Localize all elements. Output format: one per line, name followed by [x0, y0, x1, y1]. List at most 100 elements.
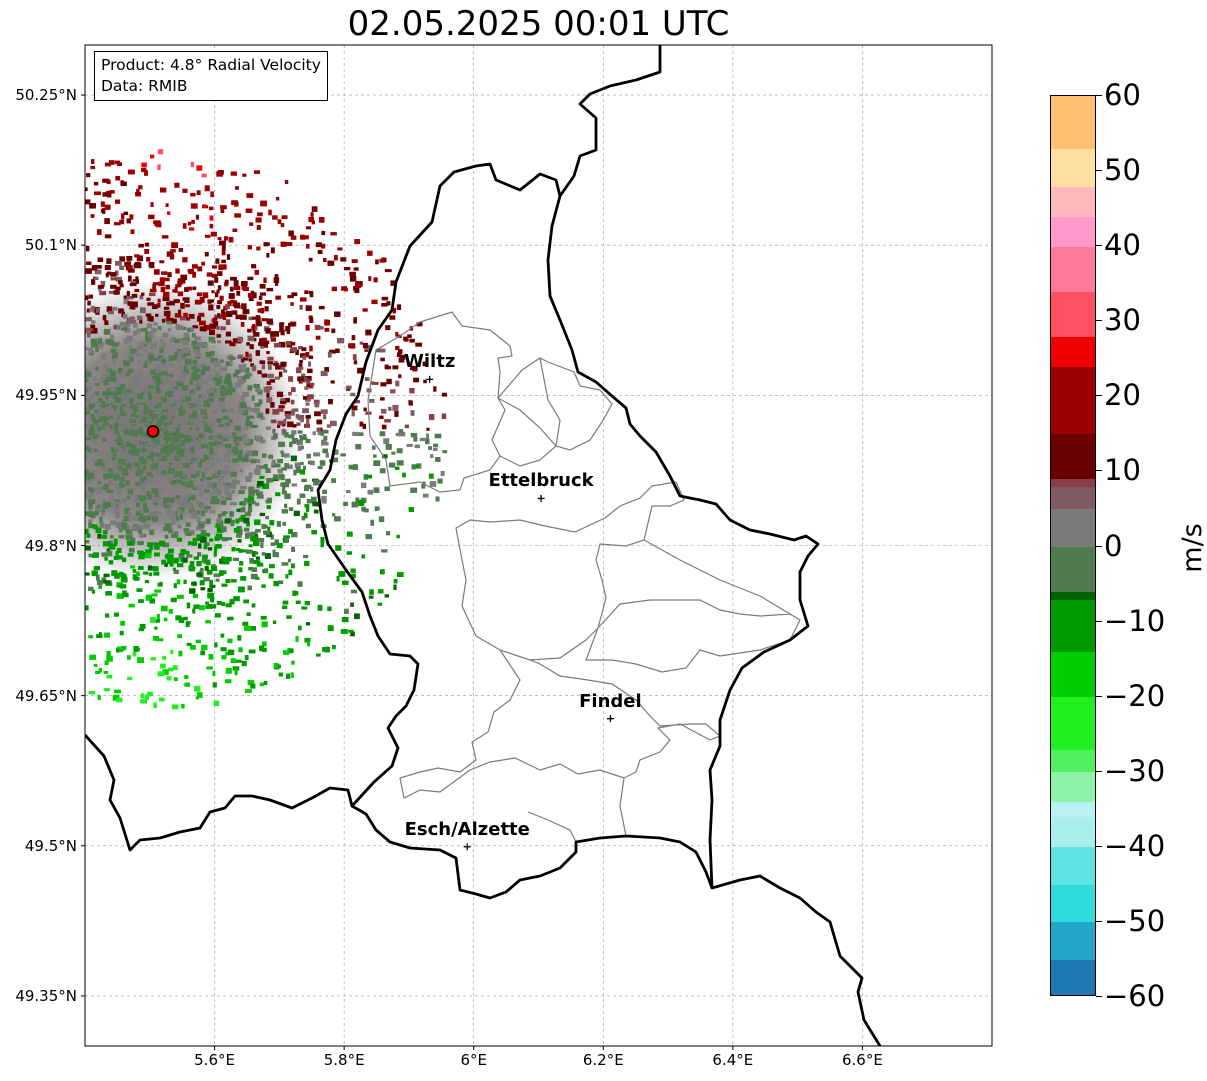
echo-pixel — [268, 209, 272, 216]
echo-pixel — [219, 558, 224, 564]
echo-pixel — [197, 552, 202, 557]
echo-pixel — [101, 353, 107, 360]
echo-pixel — [129, 404, 135, 409]
echo-pixel — [310, 460, 315, 466]
echo-pixel — [229, 598, 235, 605]
echo-pixel — [342, 580, 349, 585]
echo-pixel — [126, 317, 131, 324]
echo-pixel — [333, 254, 338, 261]
echo-pixel — [205, 351, 211, 358]
echo-pixel — [117, 451, 123, 457]
echo-pixel — [198, 312, 205, 317]
echo-pixel — [246, 421, 253, 426]
echo-pixel — [102, 314, 107, 321]
echo-pixel — [87, 300, 91, 306]
echo-pixel — [95, 391, 100, 396]
echo-pixel — [259, 360, 266, 365]
echo-pixel — [98, 632, 102, 638]
echo-pixel — [327, 351, 332, 358]
echo-pixel — [231, 446, 238, 453]
echo-pixel — [133, 384, 140, 388]
echo-pixel — [186, 554, 193, 558]
echo-pixel — [113, 555, 118, 560]
echo-pixel — [201, 510, 205, 517]
echo-pixel — [337, 337, 345, 344]
echo-pixel — [100, 280, 106, 287]
echo-pixel — [157, 471, 163, 477]
echo-pixel — [219, 240, 226, 246]
echo-pixel — [91, 320, 96, 324]
echo-pixel — [412, 365, 418, 372]
echo-pixel — [167, 392, 173, 397]
echo-pixel — [263, 464, 268, 469]
echo-pixel — [229, 519, 236, 523]
echo-pixel — [159, 348, 165, 353]
echo-pixel — [274, 463, 281, 468]
echo-pixel — [274, 281, 279, 286]
echo-pixel — [217, 237, 222, 241]
echo-pixel — [113, 538, 118, 545]
echo-pixel — [428, 446, 433, 450]
echo-pixel — [386, 301, 391, 306]
echo-pixel — [247, 328, 252, 333]
echo-pixel — [113, 290, 120, 295]
echo-pixel — [327, 606, 332, 612]
echo-pixel — [310, 486, 314, 492]
echo-pixel — [303, 465, 307, 470]
echo-pixel — [249, 222, 254, 226]
echo-pixel — [104, 162, 111, 167]
echo-pixel — [270, 542, 276, 546]
echo-pixel — [243, 498, 248, 503]
echo-pixel — [350, 631, 355, 637]
echo-pixel — [130, 447, 138, 453]
echo-pixel — [89, 203, 97, 209]
echo-pixel — [160, 374, 167, 380]
echo-pixel — [210, 386, 215, 393]
echo-pixel — [299, 434, 303, 439]
echo-pixel — [223, 425, 229, 431]
echo-pixel — [94, 419, 100, 425]
echo-pixel — [116, 582, 121, 586]
echo-pixel — [167, 468, 175, 474]
echo-pixel — [229, 359, 233, 366]
echo-pixel — [175, 268, 180, 274]
echo-pixel — [149, 154, 155, 159]
echo-pixel — [314, 411, 321, 417]
echo-pixel — [190, 192, 196, 197]
echo-pixel — [195, 355, 201, 359]
echo-pixel — [115, 407, 120, 412]
echo-pixel — [170, 495, 176, 500]
echo-pixel — [93, 448, 98, 453]
echo-pixel — [150, 616, 156, 623]
echo-pixel — [307, 460, 312, 465]
echo-pixel — [308, 257, 313, 262]
echo-pixel — [326, 424, 332, 428]
echo-pixel — [435, 496, 440, 502]
echo-pixel — [249, 408, 255, 412]
echo-pixel — [116, 416, 122, 421]
echo-pixel — [291, 342, 296, 346]
echo-pixel — [156, 511, 162, 515]
echo-pixel — [115, 448, 119, 455]
echo-pixel — [182, 223, 187, 229]
echo-pixel — [243, 517, 250, 524]
echo-pixel — [139, 444, 143, 449]
echo-pixel — [164, 554, 171, 559]
echo-pixel — [172, 567, 177, 571]
echo-pixel — [124, 507, 131, 511]
echo-pixel — [292, 424, 297, 428]
echo-pixel — [322, 448, 329, 454]
echo-pixel — [115, 199, 121, 204]
echo-pixel — [116, 389, 124, 395]
echo-pixel — [391, 451, 396, 455]
echo-pixel — [95, 308, 100, 313]
echo-pixel — [210, 500, 217, 505]
echo-pixel — [119, 630, 124, 636]
echo-pixel — [140, 693, 144, 699]
colorbar-tick-label: 30 — [1104, 303, 1141, 338]
echo-pixel — [150, 657, 156, 661]
echo-pixel — [183, 616, 188, 621]
echo-pixel — [369, 589, 374, 595]
echo-pixel — [119, 283, 124, 288]
echo-pixel — [129, 419, 136, 423]
